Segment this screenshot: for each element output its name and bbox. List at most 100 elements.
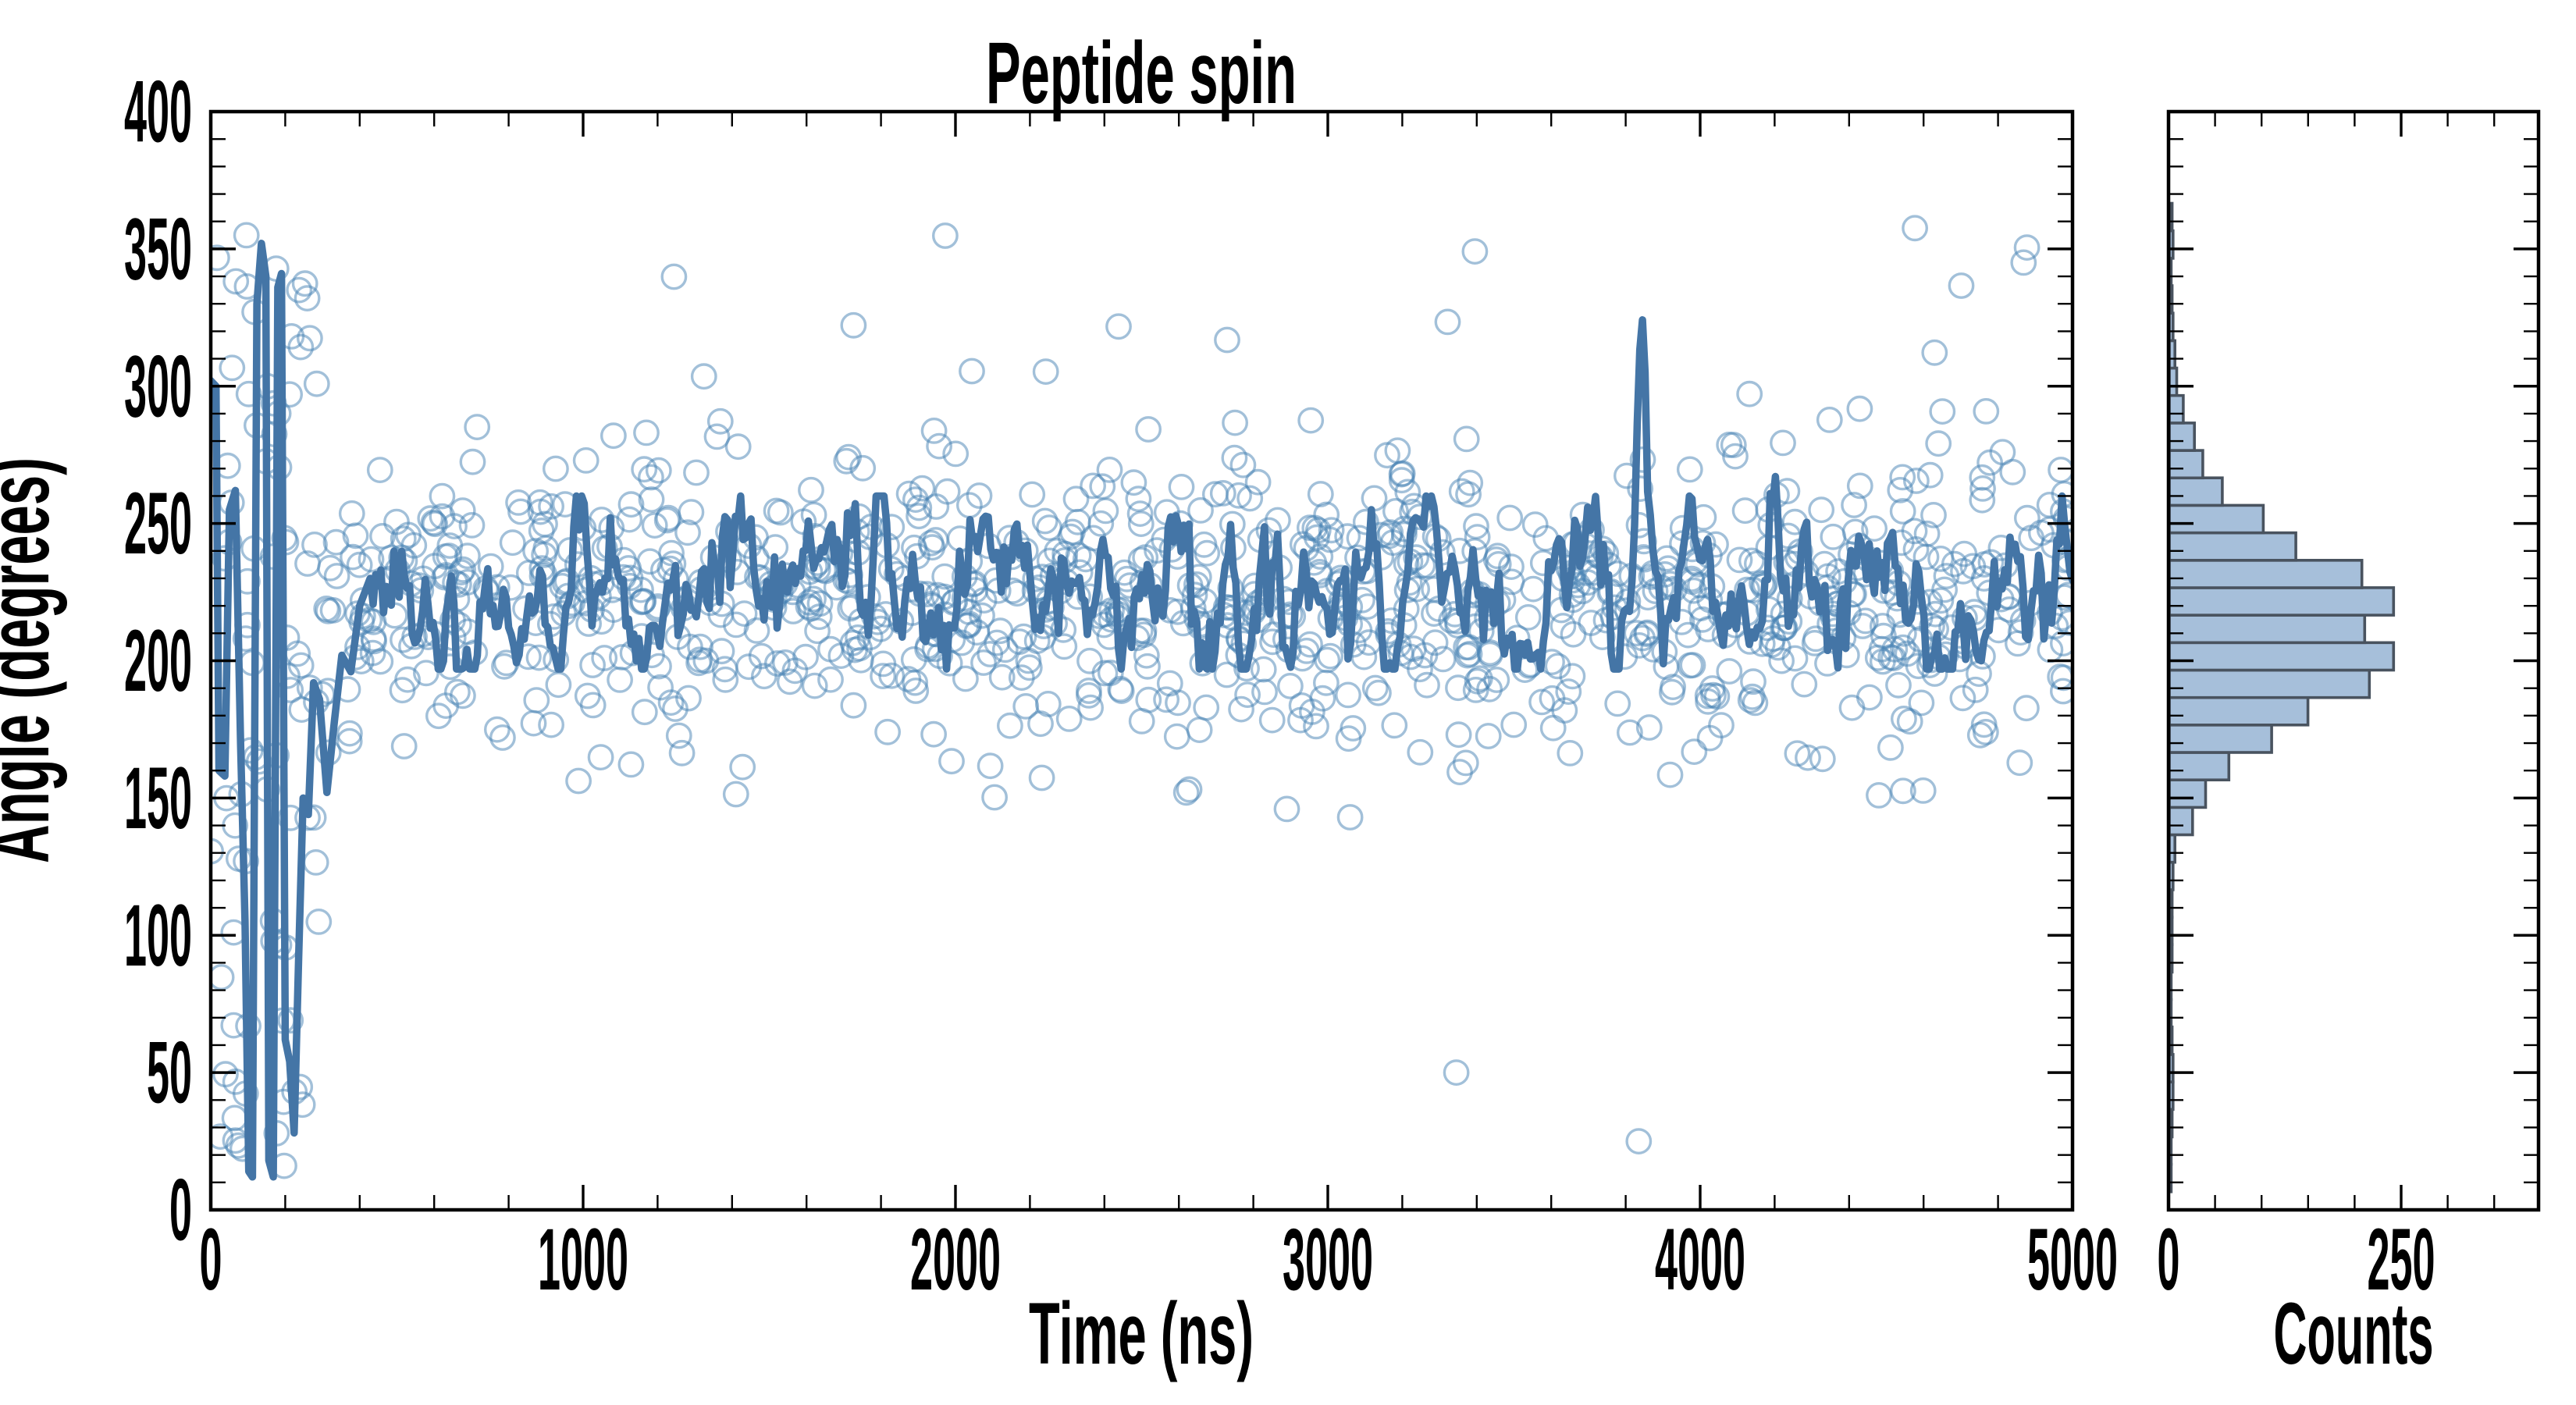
scatter-point	[1852, 607, 1879, 635]
scatter-point	[1134, 653, 1161, 680]
scatter-point	[600, 422, 627, 450]
scatter-point	[1297, 631, 1323, 658]
scatter-point	[294, 285, 321, 311]
scatter-point	[1172, 779, 1200, 806]
scatter-point	[1258, 706, 1286, 734]
scatter-point	[543, 455, 569, 482]
scatter-point	[235, 380, 262, 407]
scatter-point	[981, 784, 1009, 811]
scatter-point	[956, 492, 983, 519]
scatter-point	[988, 663, 1016, 691]
scatter-point	[422, 510, 448, 538]
scatter-point	[1125, 486, 1152, 512]
scatter-point	[1236, 485, 1264, 512]
scatter-point	[340, 543, 366, 571]
scatter-point	[638, 464, 664, 491]
scatter-point	[538, 493, 564, 520]
scatter-point	[1708, 712, 1735, 738]
scatter-point	[1520, 575, 1547, 603]
y-tick-label: 150	[124, 749, 192, 847]
histogram-bar	[2170, 751, 2231, 782]
scatter-point	[587, 744, 614, 770]
scatter-point	[1901, 518, 1928, 545]
scatter-point	[1034, 691, 1062, 717]
scatter-point	[668, 739, 696, 767]
scatter-point	[1557, 740, 1584, 767]
scatter-point	[1230, 630, 1258, 657]
scatter-point	[2010, 249, 2037, 276]
scatter-point	[1443, 1059, 1470, 1087]
scatter-point	[417, 505, 444, 532]
scatter-point	[1096, 457, 1123, 483]
scatter-point	[677, 633, 703, 660]
scatter-point	[616, 572, 643, 599]
scatter-point	[322, 528, 350, 556]
scatter-point	[878, 662, 906, 689]
running-average-path	[212, 240, 2071, 1181]
scatter-point	[1135, 416, 1162, 443]
scatter-point	[1462, 677, 1489, 703]
scatter-point	[628, 576, 654, 603]
scatter-point	[1032, 358, 1059, 385]
scatter-point	[1163, 723, 1190, 750]
scatter-point	[505, 489, 532, 516]
hist-x-tick-label: 0	[2158, 1211, 2180, 1308]
scatter-point	[1126, 500, 1154, 527]
scatter-point	[573, 589, 600, 617]
scatter-point	[2050, 678, 2071, 705]
scatter-point	[1277, 673, 1304, 699]
scatter-point	[1287, 706, 1314, 734]
scatter-point	[1916, 589, 1944, 616]
scatter-point	[449, 497, 476, 524]
scatter-point	[591, 645, 618, 671]
scatter-point	[291, 270, 318, 297]
scatter-point	[491, 653, 518, 680]
scatter-point	[219, 354, 246, 382]
histogram-bar	[2170, 422, 2197, 452]
scatter-point	[2050, 630, 2071, 656]
scatter-point	[390, 733, 418, 759]
scatter-point	[1229, 451, 1257, 478]
scatter-point	[1453, 425, 1480, 453]
scatter-point	[997, 712, 1023, 739]
scatter-point	[1720, 432, 1747, 458]
scatter-point	[1016, 654, 1043, 681]
scatter-point	[1165, 689, 1191, 717]
scatter-point	[1217, 574, 1244, 602]
histogram-bar	[2170, 806, 2194, 837]
scatter-point	[665, 722, 692, 749]
scatter-point	[1336, 804, 1364, 831]
scatter-point	[1365, 679, 1392, 706]
scatter-point	[1464, 524, 1491, 550]
scatter-point	[2013, 234, 2041, 261]
scatter-point	[1726, 546, 1753, 574]
scatter-point	[1394, 478, 1421, 506]
scatter-point	[1969, 464, 1996, 491]
scatter-point	[499, 529, 526, 557]
scatter-point	[432, 562, 460, 589]
scatter-point	[1816, 407, 1843, 433]
scatter-point	[1791, 670, 1818, 698]
scatter-point	[617, 751, 645, 778]
y-tick-label: 100	[124, 887, 192, 984]
scatter-point	[633, 419, 660, 446]
scatter-point	[1716, 658, 1743, 685]
scatter-point	[1374, 442, 1400, 469]
y-axis-label: Angle (degrees)	[0, 457, 67, 863]
scatter-point	[1307, 543, 1334, 570]
scatter-point	[840, 311, 867, 339]
scatter-point	[2007, 619, 2034, 646]
scatter-point	[1966, 721, 1994, 749]
scatter-point	[1361, 674, 1389, 702]
scatter-point	[1019, 481, 1046, 508]
scatter-point	[781, 657, 809, 685]
scatter-point	[1335, 725, 1362, 752]
scatter-point	[690, 363, 717, 390]
scatter-point	[1969, 475, 1996, 502]
scatter-point	[800, 501, 827, 528]
scatter-point	[572, 447, 600, 474]
scatter-point	[870, 663, 897, 689]
hist-x-axis-label: Counts	[2274, 1285, 2434, 1382]
y-tick-label: 0	[169, 1161, 192, 1259]
scatter-point	[1334, 523, 1361, 550]
